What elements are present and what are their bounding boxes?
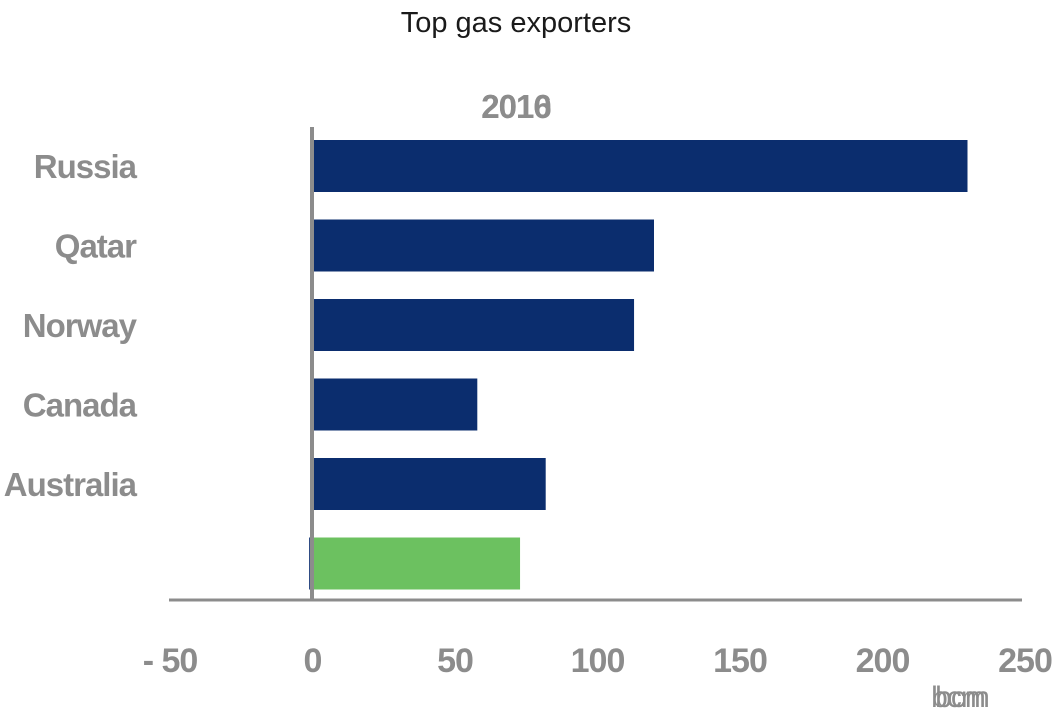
year-label-a: 2010 bbox=[481, 88, 550, 125]
bar-canada-s1 bbox=[312, 378, 478, 431]
category-label-canada: Canada bbox=[23, 387, 138, 424]
x-tick-label: 150 bbox=[713, 642, 767, 680]
x-axis-unit: bcm bcm bbox=[931, 681, 990, 714]
x-tick-label: 50 bbox=[437, 642, 473, 680]
chart-title: Top gas exporters bbox=[401, 7, 632, 39]
bar-qatar-s1 bbox=[312, 219, 654, 272]
x-tick-label: 200 bbox=[856, 642, 910, 680]
year-label-b: 2016 bbox=[481, 88, 551, 125]
x-tick-label: 250 bbox=[998, 642, 1052, 680]
x-tick-label: 100 bbox=[571, 642, 625, 680]
x-axis-unit-a: bcm bbox=[931, 681, 985, 714]
category-label-russia: Russia bbox=[34, 148, 138, 185]
x-tick-label: - 50 bbox=[143, 642, 198, 680]
x-tick-label: 0 bbox=[304, 642, 322, 680]
bar-australia-s1 bbox=[312, 458, 546, 510]
x-tick-labels: - 50 0 50 100 150 200 250 bbox=[143, 642, 1053, 680]
year-labels: 2010 2016 bbox=[481, 88, 552, 125]
x-axis-unit-b: bcm bbox=[935, 681, 989, 714]
category-label-australia: Australia bbox=[4, 466, 138, 503]
bars-group bbox=[309, 140, 968, 590]
bar-russia-s1 bbox=[312, 140, 968, 192]
category-labels: Russia Qatar Norway Canada Australia bbox=[4, 148, 139, 503]
bar-unlabeled-s1 bbox=[312, 537, 521, 590]
category-label-qatar: Qatar bbox=[55, 228, 137, 265]
bar-norway-s1 bbox=[312, 299, 635, 351]
category-label-norway: Norway bbox=[23, 307, 138, 344]
